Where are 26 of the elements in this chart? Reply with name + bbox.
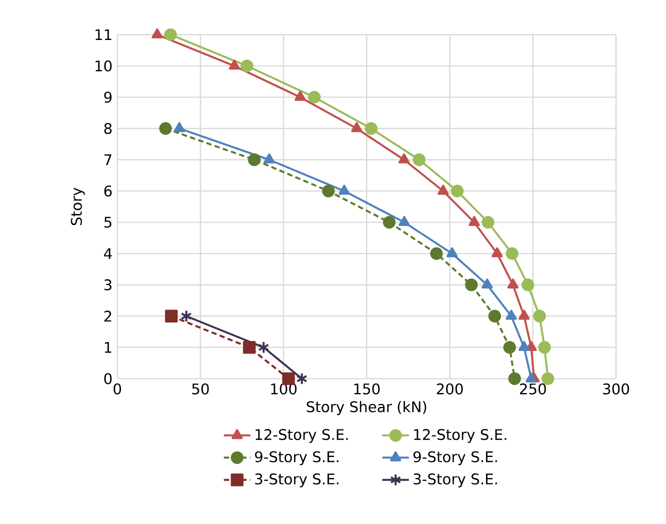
y-tick-label: 3 xyxy=(104,279,112,290)
y-tick-label: 8 xyxy=(104,122,112,134)
x-tick-label: 250 xyxy=(520,383,546,394)
x-tick-label: 50 xyxy=(192,383,209,394)
y-tick-label: 5 xyxy=(104,216,112,228)
y-tick-label: 2 xyxy=(104,310,112,322)
legend-label: 12-Story S.E. xyxy=(414,429,506,443)
y-axis-title: Story xyxy=(70,188,85,226)
x-tick-label: 0 xyxy=(114,383,122,394)
x-tick-label: 200 xyxy=(436,383,463,394)
legend-label: 3-Story S.E. xyxy=(255,473,338,488)
legend-label: 12-Story S.E. xyxy=(256,429,348,443)
y-tick-label: 10 xyxy=(96,60,112,72)
y-tick-label: 11 xyxy=(96,29,112,40)
y-tick-label: 4 xyxy=(104,248,112,259)
y-tick-label: 7 xyxy=(104,154,112,166)
x-axis-title: Story Shear (kN) xyxy=(306,400,426,416)
legend-label: 9-Story S.E. xyxy=(413,451,497,466)
y-tick-label: 6 xyxy=(104,185,112,197)
x-tick-label: 300 xyxy=(603,383,630,394)
legend-label: 9-Story S.E. xyxy=(254,451,338,466)
y-tick-label: 9 xyxy=(104,92,112,103)
y-tick-label: 0 xyxy=(104,373,112,384)
y-tick-label: 1 xyxy=(104,342,112,353)
legend-label: 3-Story S.E. xyxy=(414,473,497,488)
x-tick-label: 150 xyxy=(354,383,380,394)
